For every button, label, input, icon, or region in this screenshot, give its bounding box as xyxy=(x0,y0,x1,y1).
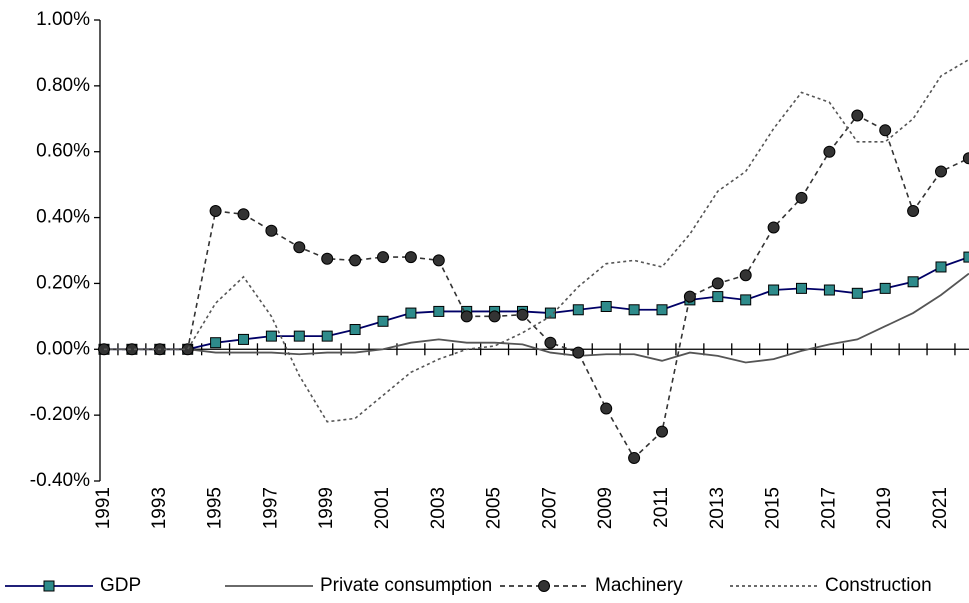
x-tick-label: 1997 xyxy=(260,487,281,529)
marker xyxy=(656,304,668,316)
marker xyxy=(711,277,724,290)
marker xyxy=(740,294,752,306)
marker xyxy=(460,310,473,323)
marker xyxy=(377,315,389,327)
marker xyxy=(516,308,529,321)
x-tick-label: 2013 xyxy=(707,487,728,529)
marker xyxy=(712,291,724,303)
marker xyxy=(349,254,362,267)
marker xyxy=(488,310,501,323)
x-tick-label: 1993 xyxy=(149,487,170,529)
x-tick-label: 2005 xyxy=(484,487,505,529)
legend-label: Private consumption xyxy=(320,575,492,596)
marker xyxy=(739,269,752,282)
marker xyxy=(628,451,641,464)
x-tick-label: 2009 xyxy=(595,487,616,529)
legend-marker xyxy=(43,580,55,592)
series-line xyxy=(104,58,969,423)
marker xyxy=(377,251,389,264)
x-tick-label: 1995 xyxy=(205,487,226,529)
marker xyxy=(265,224,278,237)
marker xyxy=(795,191,808,204)
marker xyxy=(823,145,836,158)
marker xyxy=(293,241,306,254)
y-tick-label: 0.00% xyxy=(36,338,90,359)
marker xyxy=(432,254,445,267)
marker xyxy=(404,251,417,264)
marker xyxy=(265,330,277,342)
marker xyxy=(209,204,222,217)
legend-label: GDP xyxy=(100,575,141,596)
marker xyxy=(125,343,138,356)
series-line xyxy=(104,256,969,351)
x-tick-label: 2011 xyxy=(651,487,672,528)
x-tick-label: 2003 xyxy=(428,487,449,529)
x-tick-label: 2021 xyxy=(930,487,951,529)
marker xyxy=(544,336,557,349)
y-tick-label: 0.20% xyxy=(36,272,90,293)
marker xyxy=(767,221,780,234)
marker xyxy=(349,324,361,336)
legend-marker xyxy=(538,580,550,592)
series-line xyxy=(104,114,969,460)
x-tick-label: 2007 xyxy=(539,487,560,529)
y-tick-label: 0.60% xyxy=(36,141,90,162)
marker xyxy=(935,165,947,178)
marker xyxy=(572,304,584,316)
marker xyxy=(293,330,305,342)
y-tick-label: 0.80% xyxy=(36,75,90,96)
marker xyxy=(879,124,892,137)
marker xyxy=(963,251,969,263)
marker xyxy=(823,284,835,296)
marker xyxy=(628,304,640,316)
x-tick-label: 2015 xyxy=(763,487,784,529)
marker xyxy=(935,261,947,273)
marker xyxy=(851,287,863,299)
y-tick-label: 1.00% xyxy=(36,9,90,30)
marker xyxy=(238,333,249,345)
marker xyxy=(656,425,668,438)
x-tick-label: 1991 xyxy=(93,487,114,529)
y-tick-label: -0.20% xyxy=(30,404,90,425)
legend-label: Construction xyxy=(825,575,932,596)
marker xyxy=(600,300,612,312)
marker xyxy=(405,307,417,319)
marker xyxy=(237,208,250,221)
x-tick-label: 2019 xyxy=(874,487,895,529)
y-tick-label: -0.40% xyxy=(30,470,90,491)
marker xyxy=(683,290,696,303)
marker xyxy=(962,152,969,165)
x-tick-label: 2001 xyxy=(372,487,393,529)
marker xyxy=(768,284,780,296)
marker xyxy=(851,109,864,122)
marker xyxy=(907,204,920,217)
marker xyxy=(210,337,222,349)
marker xyxy=(321,330,333,342)
marker xyxy=(907,276,919,288)
marker xyxy=(796,282,807,294)
marker xyxy=(544,307,556,319)
marker xyxy=(321,252,334,265)
marker xyxy=(879,282,891,294)
marker xyxy=(433,305,445,317)
x-tick-label: 1999 xyxy=(316,487,337,529)
legend-label: Machinery xyxy=(595,575,683,596)
series-line xyxy=(104,272,969,364)
y-tick-label: 0.40% xyxy=(36,207,90,228)
marker xyxy=(572,346,585,359)
x-tick-label: 2017 xyxy=(818,487,839,529)
marker xyxy=(600,402,613,415)
